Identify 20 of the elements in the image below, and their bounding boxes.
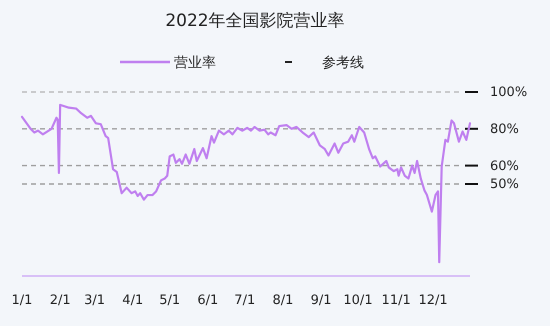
line-series: [20, 104, 472, 264]
x-tick-label: 2/1: [50, 293, 71, 308]
x-tick-label: 1/1: [12, 293, 32, 308]
y-tick-label: 60%: [490, 158, 519, 174]
legend-label: 营业率: [174, 54, 216, 71]
y-tick-label: 100%: [490, 85, 528, 100]
x-tick-label: 9/1: [310, 293, 332, 308]
x-tick-label: 5/1: [159, 293, 180, 308]
x-tick-label: 12/1: [418, 293, 448, 308]
x-tick-label: 7/1: [234, 293, 256, 308]
chart-title: 2022年全国影院营业率: [165, 11, 345, 31]
x-tick-label: 3/1: [84, 293, 106, 308]
y-tick-label: 80%: [490, 122, 519, 137]
x-tick-label: 4/1: [122, 293, 144, 308]
x-tick-label: 6/1: [197, 293, 218, 308]
x-tick-label: 10/1: [343, 293, 373, 308]
x-tick-label: 11/1: [382, 293, 411, 308]
y-tick-label: 50%: [490, 177, 519, 192]
ref-line-label: 参考线: [322, 54, 364, 71]
x-tick-label: 8/1: [272, 293, 294, 308]
